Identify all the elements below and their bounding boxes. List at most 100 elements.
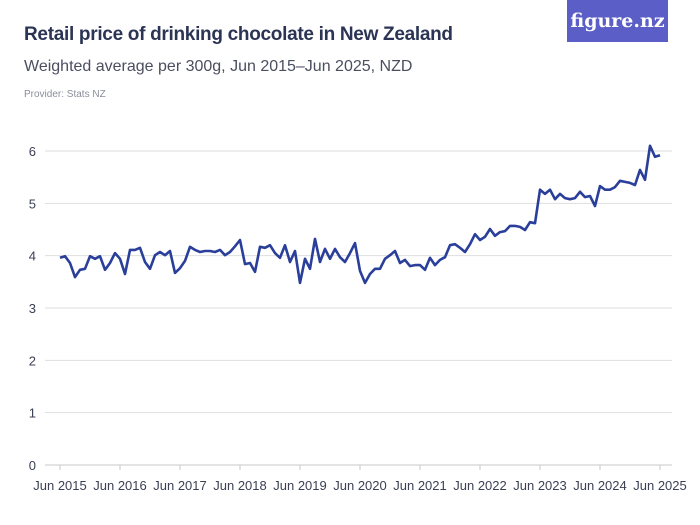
data-point[interactable] — [133, 247, 138, 252]
data-point[interactable] — [288, 259, 293, 264]
data-point[interactable] — [273, 251, 278, 256]
data-point[interactable] — [78, 267, 83, 272]
data-point[interactable] — [58, 255, 63, 260]
data-point[interactable] — [258, 244, 263, 249]
data-point[interactable] — [158, 250, 163, 255]
data-point[interactable] — [558, 191, 563, 196]
data-point[interactable] — [403, 257, 408, 262]
data-point[interactable] — [438, 257, 443, 262]
data-point[interactable] — [268, 243, 273, 248]
data-point[interactable] — [568, 197, 573, 202]
data-point[interactable] — [453, 242, 458, 247]
data-point[interactable] — [313, 236, 318, 241]
data-point[interactable] — [418, 263, 423, 268]
data-point[interactable] — [373, 266, 378, 271]
data-point[interactable] — [408, 264, 413, 269]
data-point[interactable] — [628, 180, 633, 185]
data-point[interactable] — [493, 233, 498, 238]
data-point[interactable] — [188, 244, 193, 249]
data-point[interactable] — [263, 245, 268, 250]
data-point[interactable] — [358, 268, 363, 273]
data-point[interactable] — [538, 187, 543, 192]
data-point[interactable] — [208, 248, 213, 253]
data-point[interactable] — [163, 253, 168, 258]
data-point[interactable] — [138, 245, 143, 250]
data-point[interactable] — [318, 259, 323, 264]
data-point[interactable] — [353, 241, 358, 246]
data-point[interactable] — [303, 256, 308, 261]
data-point[interactable] — [63, 254, 68, 259]
data-point[interactable] — [198, 250, 203, 255]
data-point[interactable] — [638, 167, 643, 172]
data-point[interactable] — [218, 247, 223, 252]
data-point[interactable] — [253, 269, 258, 274]
data-point[interactable] — [548, 187, 553, 192]
data-point[interactable] — [278, 255, 283, 260]
data-point[interactable] — [233, 244, 238, 249]
data-point[interactable] — [643, 177, 648, 182]
data-point[interactable] — [368, 271, 373, 276]
data-point[interactable] — [473, 232, 478, 237]
data-point[interactable] — [68, 261, 73, 266]
data-point[interactable] — [483, 234, 488, 239]
data-point[interactable] — [593, 203, 598, 208]
data-point[interactable] — [128, 247, 133, 252]
data-point[interactable] — [228, 250, 233, 255]
data-point[interactable] — [518, 224, 523, 229]
data-point[interactable] — [93, 256, 98, 261]
data-point[interactable] — [553, 197, 558, 202]
data-point[interactable] — [523, 228, 528, 233]
data-point[interactable] — [508, 223, 513, 228]
data-point[interactable] — [123, 271, 128, 276]
data-point[interactable] — [388, 253, 393, 258]
data-point[interactable] — [118, 256, 123, 261]
data-point[interactable] — [573, 196, 578, 201]
data-point[interactable] — [88, 254, 93, 259]
data-point[interactable] — [433, 263, 438, 268]
data-point[interactable] — [243, 262, 248, 267]
data-point[interactable] — [73, 275, 78, 280]
data-point[interactable] — [468, 242, 473, 247]
data-point[interactable] — [283, 243, 288, 248]
data-point[interactable] — [393, 248, 398, 253]
data-point[interactable] — [528, 220, 533, 225]
data-point[interactable] — [108, 261, 113, 266]
data-point[interactable] — [183, 258, 188, 263]
data-point[interactable] — [498, 230, 503, 235]
figure-nz-logo[interactable]: figure.nz — [567, 0, 668, 42]
data-point[interactable] — [103, 267, 108, 272]
data-point[interactable] — [338, 255, 343, 260]
data-point[interactable] — [583, 195, 588, 200]
data-point[interactable] — [608, 187, 613, 192]
data-point[interactable] — [423, 267, 428, 272]
data-point[interactable] — [83, 266, 88, 271]
data-point[interactable] — [563, 196, 568, 201]
data-point[interactable] — [293, 248, 298, 253]
data-point[interactable] — [443, 255, 448, 260]
data-point[interactable] — [658, 153, 663, 158]
data-point[interactable] — [348, 251, 353, 256]
data-point[interactable] — [428, 255, 433, 260]
data-point[interactable] — [98, 254, 103, 259]
data-point[interactable] — [533, 221, 538, 226]
data-point[interactable] — [578, 189, 583, 194]
data-point[interactable] — [178, 266, 183, 271]
data-point[interactable] — [458, 245, 463, 250]
data-point[interactable] — [648, 143, 653, 148]
data-point[interactable] — [383, 256, 388, 261]
data-point[interactable] — [173, 270, 178, 275]
data-point[interactable] — [623, 179, 628, 184]
data-point[interactable] — [328, 256, 333, 261]
data-point[interactable] — [363, 280, 368, 285]
data-point[interactable] — [113, 251, 118, 256]
data-point[interactable] — [248, 261, 253, 266]
data-point[interactable] — [143, 259, 148, 264]
data-point[interactable] — [398, 261, 403, 266]
data-point[interactable] — [598, 184, 603, 189]
data-point[interactable] — [613, 185, 618, 190]
data-point[interactable] — [308, 266, 313, 271]
data-point[interactable] — [413, 263, 418, 268]
data-point[interactable] — [298, 280, 303, 285]
data-point[interactable] — [378, 266, 383, 271]
data-point[interactable] — [513, 223, 518, 228]
